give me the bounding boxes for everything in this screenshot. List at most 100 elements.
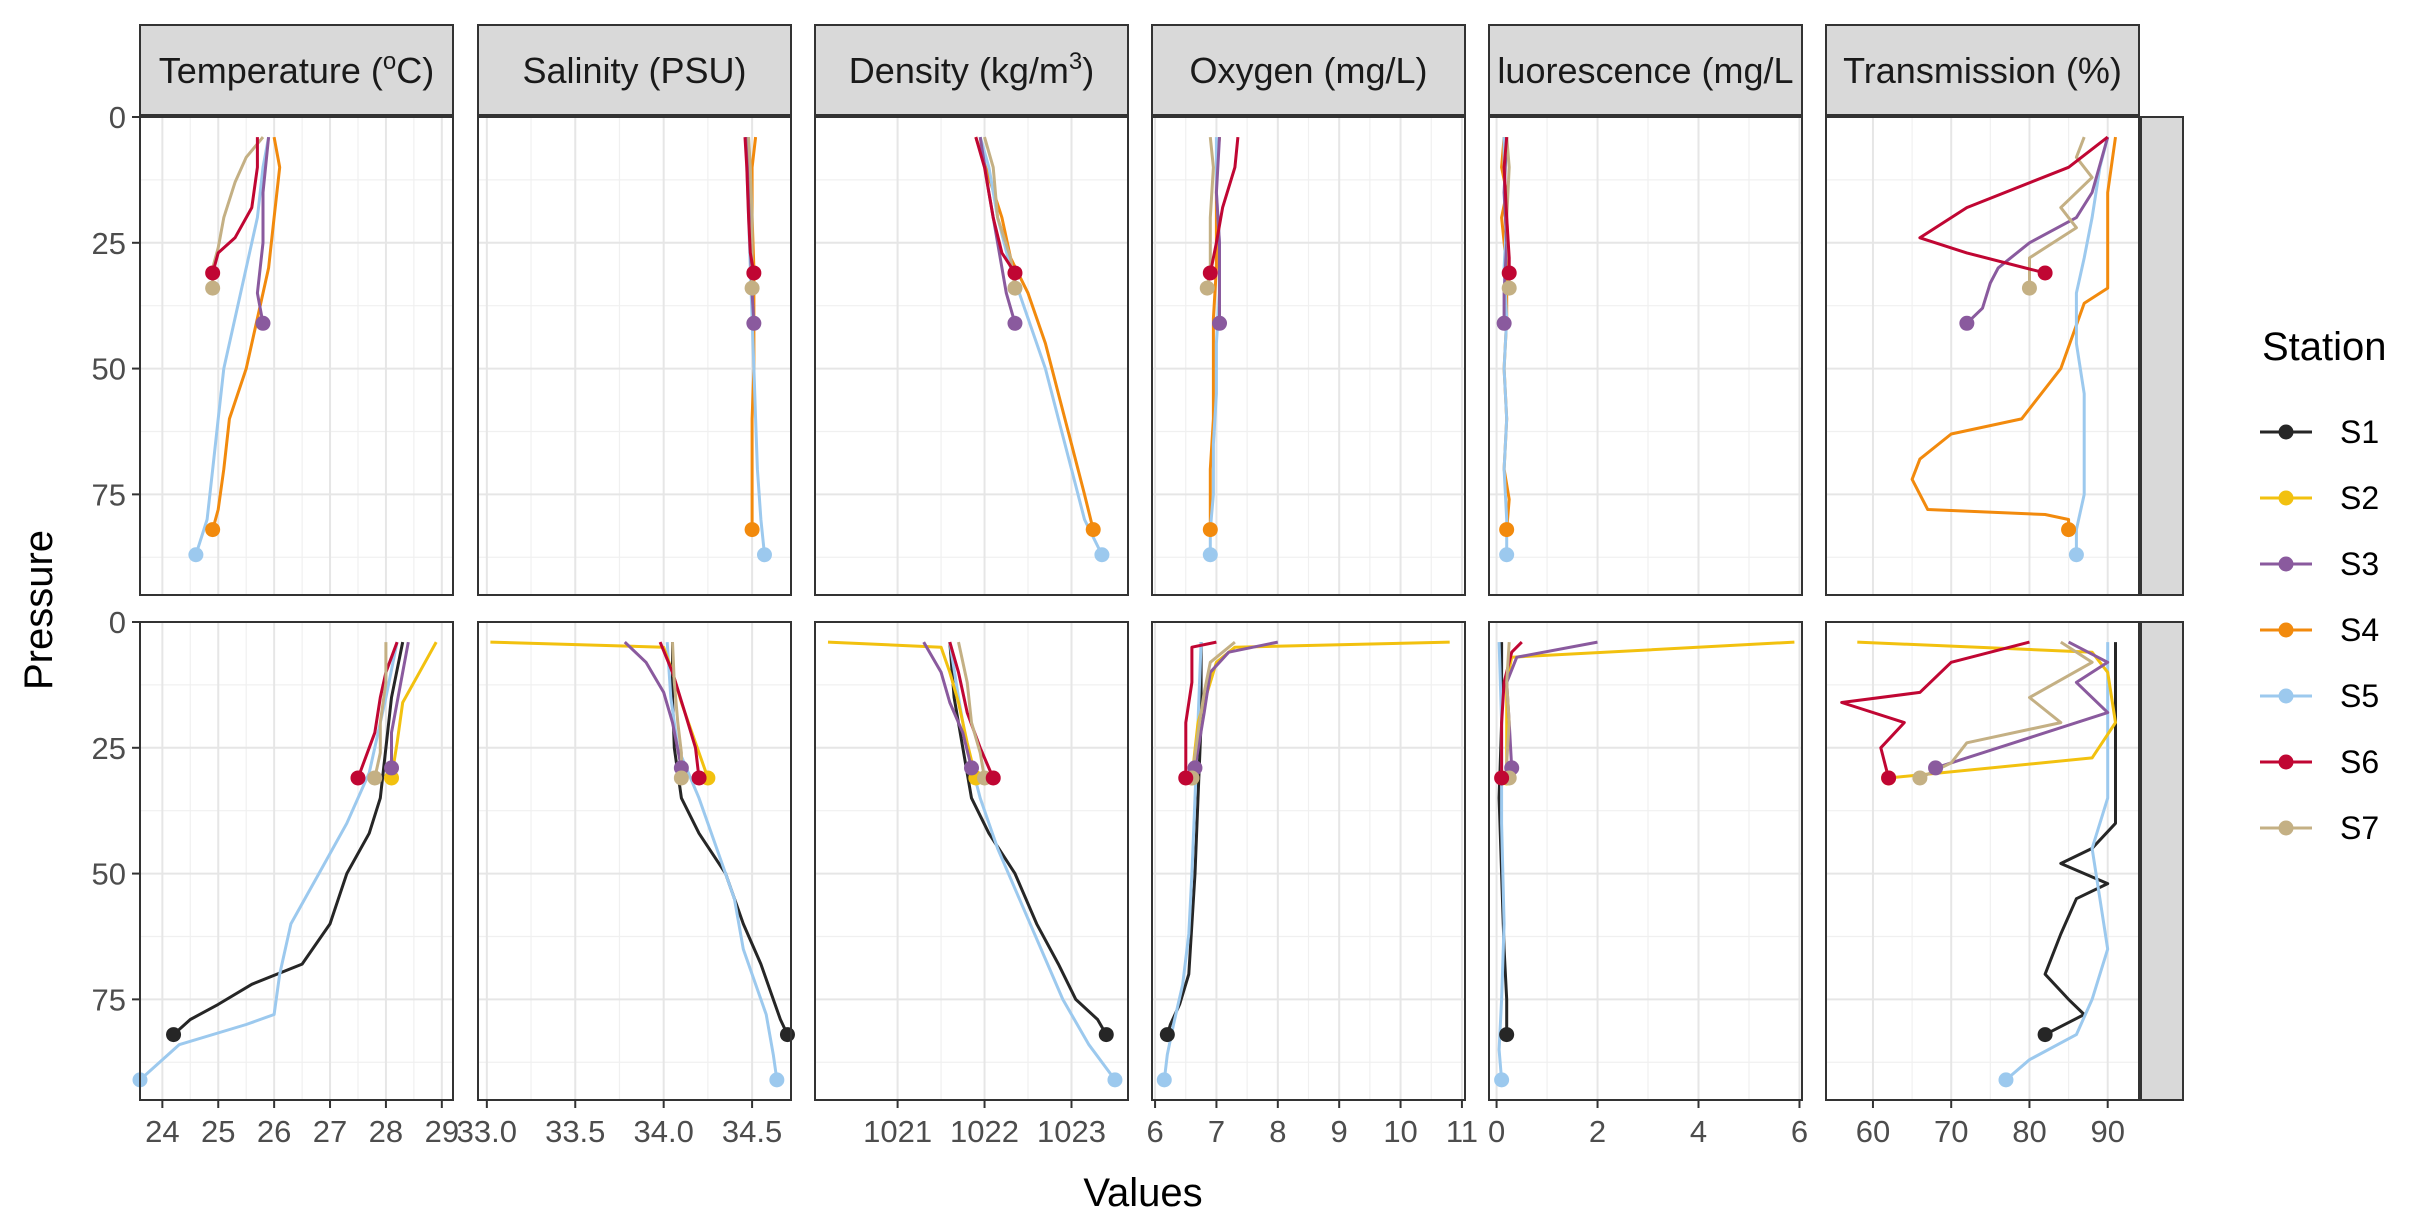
panel-row2-density-kg-m3 [814, 621, 1129, 1101]
panel-border [1825, 116, 2140, 596]
panel-border [1488, 621, 1803, 1101]
panel-row1-oxygen-mg-l [1151, 116, 1466, 596]
endpoint-s1 [1159, 1027, 1175, 1043]
series-line-s6 [356, 641, 399, 779]
endpoint-s3 [1007, 315, 1023, 331]
y-axis-title: Pressure [17, 530, 61, 690]
endpoint-s5 [1107, 1072, 1123, 1088]
x-tick-label: 1021 [863, 1114, 932, 1149]
x-tick-label: 34.5 [722, 1114, 782, 1149]
x-axis-title: Values [1083, 1171, 1202, 1215]
x-tick-label: 1022 [950, 1114, 1019, 1149]
series-line-s6 [948, 641, 995, 779]
strip-background [1825, 24, 2140, 116]
panel-background [140, 622, 453, 1100]
panel-border [814, 621, 1129, 1101]
panel-border [139, 116, 454, 596]
series-line-s2 [390, 641, 438, 779]
strip-temperature-c: Temperature (oC) [139, 24, 454, 116]
panel-border [814, 116, 1129, 596]
panel-background [478, 117, 791, 595]
panel-border [1825, 621, 2140, 1101]
x-tick-label: 80 [2012, 1114, 2046, 1149]
series-line-s6 [1918, 135, 2109, 275]
y-tick-label: 75 [92, 477, 126, 512]
panel-row2-oxygen-mg-l [1151, 621, 1466, 1101]
legend-key-point [2278, 490, 2294, 506]
series-line-s6 [1208, 136, 1240, 274]
endpoint-s7 [1501, 280, 1517, 296]
x-tick-label: 25 [201, 1114, 235, 1149]
endpoint-s7 [673, 770, 689, 786]
y-tick-label: 0 [109, 605, 126, 640]
series-line-s6 [1840, 640, 2030, 779]
endpoint-s5 [1494, 1072, 1510, 1088]
endpoint-s7 [1912, 770, 1928, 786]
series-line-s5 [2005, 642, 2110, 1082]
legend-item-s4: S4 [2260, 612, 2379, 648]
endpoint-s4 [744, 522, 760, 538]
endpoint-s3 [1496, 315, 1512, 331]
series-line-s2 [1857, 640, 2117, 780]
panel-row2-temperature-c [132, 621, 454, 1101]
x-tick-label: 9 [1331, 1114, 1348, 1149]
series-line-s6 [1500, 641, 1523, 778]
legend-item-s7: S7 [2260, 810, 2379, 846]
strip-density-kg-m3: Density (kg/m3) [814, 24, 1129, 116]
endpoint-s6 [1501, 265, 1517, 281]
series-line-s5 [978, 136, 1104, 556]
endpoint-s5 [769, 1072, 785, 1088]
legend-label: S4 [2340, 612, 2379, 648]
x-tick-label: 8 [1269, 1114, 1286, 1149]
legend-item-s5: S5 [2260, 678, 2379, 714]
panel-background [1489, 622, 1802, 1100]
endpoint-s3 [746, 315, 762, 331]
series-line-s3 [1214, 137, 1221, 324]
strip-background [1488, 24, 1803, 116]
endpoint-s5 [756, 547, 772, 563]
legend-title: Station [2262, 325, 2387, 369]
panel-row1-density-kg-m3 [814, 116, 1129, 596]
series-line-s6 [211, 137, 259, 274]
series-line-s4 [1910, 136, 2117, 530]
series-line-s7 [2028, 136, 2094, 289]
y-tick-label: 75 [92, 982, 126, 1017]
legend-key-point [2278, 820, 2294, 836]
panel-border [477, 116, 792, 596]
series-line-s7 [957, 641, 986, 779]
legend-key-point [2278, 556, 2294, 572]
endpoint-s4 [1499, 522, 1515, 538]
panel-border [1151, 116, 1466, 596]
strip-oxygen-mg-l: Oxygen (mg/L) [1151, 24, 1466, 116]
strip-background [814, 24, 1129, 116]
panel-row1-temperature-c [139, 116, 454, 596]
x-tick-label: 2 [1589, 1114, 1606, 1149]
legend-key-point [2278, 754, 2294, 770]
endpoint-s1 [166, 1027, 182, 1043]
x-tick-label: 70 [1934, 1114, 1968, 1149]
endpoint-s7 [1199, 280, 1215, 296]
panel-background [1826, 117, 2139, 595]
strip-label: luorescence (mg/L [1497, 50, 1793, 91]
strip-transmission: Transmission (%) [1825, 24, 2140, 116]
strip-background [1151, 24, 1466, 116]
series-line-s7 [1919, 640, 2094, 780]
series-line-s3 [255, 136, 271, 324]
x-tick-label: 0 [1488, 1114, 1505, 1149]
endpoint-s6 [2037, 265, 2053, 281]
endpoint-s7 [367, 770, 383, 786]
strip-label: Density (kg/m3) [849, 48, 1094, 91]
panel-border [1488, 116, 1803, 596]
x-tick-label: 24 [145, 1114, 179, 1149]
endpoint-s5 [1202, 547, 1218, 563]
row-strip-1 [2140, 116, 2184, 596]
series-line-s5 [2074, 136, 2110, 555]
endpoint-s1 [1499, 1027, 1515, 1043]
x-tick-label: 28 [369, 1114, 403, 1149]
panel-row1-transmission [1825, 116, 2140, 596]
y-tick-labels: 0 25 50 75 0 25 50 75 [92, 100, 140, 1017]
strip-label: Transmission (%) [1843, 50, 2122, 91]
legend: Station S1 S2 S3 S4 S5 S6 S7 [2260, 325, 2387, 846]
panel-row2-salinity-psu [477, 621, 795, 1101]
